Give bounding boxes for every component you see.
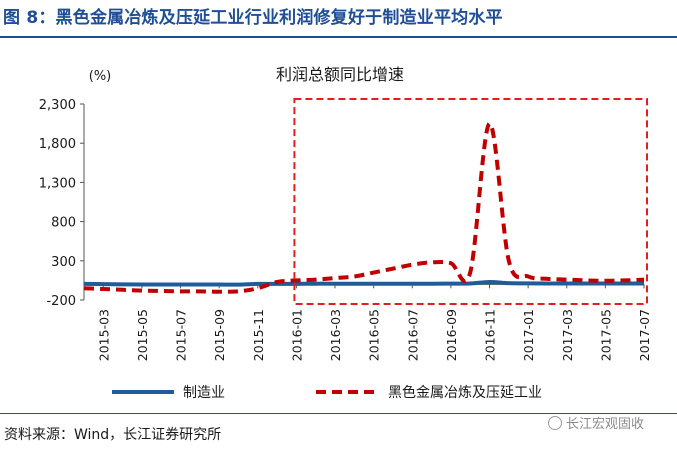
x-tick-label: 2015-07 <box>174 309 189 361</box>
bottom-divider <box>0 413 677 414</box>
x-tick-label: 2015-05 <box>135 309 150 361</box>
figure-title: 图 8：黑色金属冶炼及压延工业行业利润修复好于制造业平均水平 <box>3 8 503 28</box>
line-chart: 利润总额同比增速 (%) -200 300 800 1,300 1,800 2,300 20… <box>39 65 652 401</box>
legend: 制造业 黑色金属冶炼及压延工业 <box>112 384 542 401</box>
legend-label-2: 黑色金属冶炼及压延工业 <box>388 384 542 401</box>
x-tick-label: 2016-03 <box>328 309 343 361</box>
x-tick-label: 2017-07 <box>637 309 652 361</box>
highlight-box <box>293 98 648 305</box>
y-tick-label: 2,300 <box>39 98 76 113</box>
x-tick-label: 2016-01 <box>289 309 304 361</box>
axes: -200 300 800 1,300 1,800 2,300 2015-03 2015-05 2… <box>39 98 652 361</box>
series-line-1 <box>83 279 644 287</box>
source-note: 资料来源：Wind，长江证券研究所 <box>4 427 222 443</box>
series-line-2 <box>83 121 645 294</box>
chart-title: 利润总额同比增速 <box>276 65 404 84</box>
x-tick-label: 2016-09 <box>444 309 459 361</box>
series-layer <box>83 121 645 294</box>
x-tick-label: 2016-11 <box>483 309 498 361</box>
y-tick-label: -200 <box>46 294 76 309</box>
x-tick-label: 2016-07 <box>405 309 420 361</box>
x-tick-label: 2017-01 <box>521 309 536 361</box>
x-tick-label: 2016-05 <box>367 309 382 361</box>
highlight-box-layer <box>293 98 648 305</box>
x-tick-label: 2017-03 <box>560 309 575 361</box>
x-tick-label: 2015-11 <box>251 309 266 361</box>
x-tick-label: 2015-03 <box>96 309 111 361</box>
y-tick-label: 800 <box>51 216 76 231</box>
watermark-text: 长江宏观固收 <box>566 417 645 432</box>
title-divider <box>0 36 677 38</box>
x-tick-label: 2015-09 <box>212 309 227 361</box>
y-tick-label: 300 <box>51 255 76 270</box>
watermark: 长江宏观固收 <box>548 413 644 432</box>
y-axis-unit: (%) <box>89 69 112 84</box>
wechat-icon <box>548 415 562 430</box>
legend-label-1: 制造业 <box>183 385 225 401</box>
x-tick-label: 2017-05 <box>598 309 613 361</box>
y-tick-label: 1,300 <box>39 176 76 191</box>
y-tick-label: 1,800 <box>39 137 76 152</box>
